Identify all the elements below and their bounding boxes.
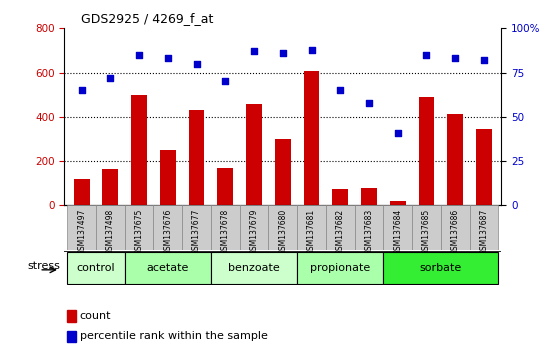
Bar [412, 205, 441, 250]
Text: GSM137683: GSM137683 [365, 209, 374, 255]
Bar [441, 205, 470, 250]
Point [164, 56, 172, 61]
Point [278, 50, 287, 56]
Bar [67, 310, 76, 322]
Bar [67, 331, 76, 342]
Bar [246, 104, 262, 205]
Bar [67, 252, 125, 284]
Point [250, 48, 259, 54]
Text: GSM137677: GSM137677 [192, 209, 201, 255]
Text: GSM137686: GSM137686 [451, 209, 460, 255]
Bar [476, 129, 492, 205]
Bar [326, 205, 354, 250]
Bar [125, 205, 153, 250]
Text: count: count [80, 311, 111, 321]
Bar [67, 205, 96, 250]
Text: GSM137679: GSM137679 [250, 209, 259, 255]
Text: GSM137685: GSM137685 [422, 209, 431, 255]
Text: GSM137675: GSM137675 [134, 209, 143, 255]
Text: GDS2925 / 4269_f_at: GDS2925 / 4269_f_at [81, 12, 213, 25]
Text: benzoate: benzoate [228, 263, 280, 273]
Bar [297, 205, 326, 250]
Text: GSM137680: GSM137680 [278, 209, 287, 255]
Point [106, 75, 115, 81]
Text: acetate: acetate [147, 263, 189, 273]
Bar [390, 201, 405, 205]
Bar [275, 139, 291, 205]
Bar [384, 205, 412, 250]
Text: GSM137498: GSM137498 [106, 209, 115, 255]
Bar [240, 205, 268, 250]
Bar [182, 205, 211, 250]
Text: GSM137684: GSM137684 [393, 209, 402, 255]
Point [77, 87, 86, 93]
Bar [447, 114, 463, 205]
Bar [160, 150, 176, 205]
Text: sorbate: sorbate [420, 263, 462, 273]
Point [192, 61, 201, 67]
Bar [268, 205, 297, 250]
Point [422, 52, 431, 58]
Text: percentile rank within the sample: percentile rank within the sample [80, 331, 268, 341]
Point [221, 79, 230, 84]
Point [134, 52, 143, 58]
Text: control: control [77, 263, 115, 273]
Text: GSM137682: GSM137682 [336, 209, 345, 255]
Bar [74, 179, 90, 205]
Point [479, 57, 488, 63]
Bar [96, 205, 125, 250]
Text: GSM137497: GSM137497 [77, 209, 86, 255]
Text: GSM137676: GSM137676 [164, 209, 172, 255]
Point [365, 100, 374, 105]
Bar [189, 110, 204, 205]
Bar [125, 252, 211, 284]
Point [336, 87, 345, 93]
Point [393, 130, 402, 136]
Bar [333, 189, 348, 205]
Bar [354, 205, 384, 250]
Bar [384, 252, 498, 284]
Bar [470, 205, 498, 250]
Bar [418, 97, 435, 205]
Point [451, 56, 460, 61]
Bar [131, 95, 147, 205]
Bar [211, 205, 240, 250]
Point [307, 47, 316, 52]
Bar [297, 252, 384, 284]
Text: GSM137687: GSM137687 [479, 209, 488, 255]
Bar [304, 72, 319, 205]
Bar [211, 252, 297, 284]
Text: GSM137678: GSM137678 [221, 209, 230, 255]
Text: stress: stress [27, 261, 60, 272]
Text: propionate: propionate [310, 263, 370, 273]
Text: GSM137681: GSM137681 [307, 209, 316, 255]
Bar [153, 205, 182, 250]
Bar [361, 188, 377, 205]
Bar [102, 169, 118, 205]
Bar [217, 168, 233, 205]
